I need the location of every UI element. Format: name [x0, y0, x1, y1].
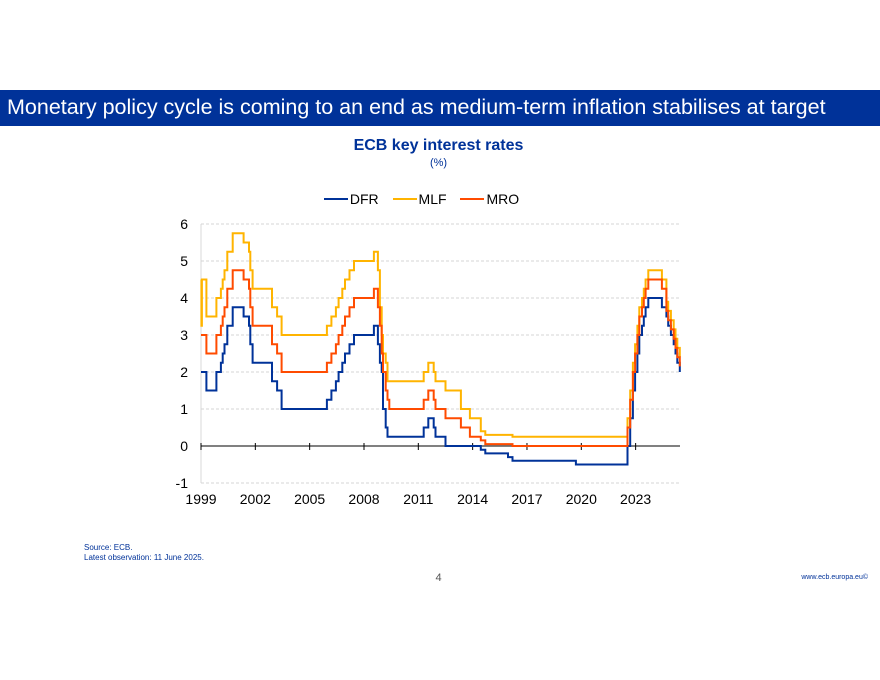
x-tick-label: 2020 — [566, 491, 597, 507]
x-tick-label: 1999 — [185, 491, 216, 507]
legend-label-dfr: DFR — [349, 191, 379, 207]
y-tick-label: 4 — [180, 290, 188, 306]
legend-item-dfr: DFR — [323, 191, 379, 207]
chart-subtitle: (%) — [429, 157, 448, 169]
legend-label-mlf: MLF — [418, 191, 447, 207]
y-tick-label: 6 — [180, 216, 188, 232]
y-tick-label: 5 — [180, 253, 188, 269]
website-link[interactable]: www.ecb.europa.eu© — [801, 574, 868, 581]
legend-swatch-mro — [460, 198, 485, 201]
y-tick-label: 3 — [180, 327, 188, 343]
slide-headline: Monetary policy cycle is coming to an en… — [0, 90, 880, 126]
latest-observation-text: Latest observation: 11 June 2025. — [84, 553, 204, 562]
series-line-dfr — [201, 297, 681, 466]
x-tick-label: 2023 — [620, 491, 651, 507]
y-tick-label: -1 — [176, 475, 189, 491]
y-tick-label: 2 — [180, 364, 188, 380]
legend-item-mro: MRO — [460, 191, 519, 207]
y-tick-label: 1 — [180, 401, 188, 417]
x-tick-label: 2008 — [348, 491, 379, 507]
x-tick-label: 2014 — [457, 491, 488, 507]
legend-swatch-mlf — [392, 198, 417, 201]
x-tick-label: 2002 — [240, 491, 271, 507]
page-number: 4 — [435, 572, 442, 584]
chart-title: ECB key interest rates — [353, 137, 524, 154]
source-note: Source: ECB. Latest observation: 11 June… — [84, 543, 204, 563]
legend-item-mlf: MLF — [392, 191, 447, 207]
source-text: Source: ECB. — [84, 543, 133, 552]
x-tick-label: 2011 — [403, 491, 433, 507]
series-line-mro — [201, 269, 681, 447]
series-line-mlf — [200, 232, 681, 438]
legend-swatch-dfr — [323, 198, 348, 201]
legend-label-mro: MRO — [486, 191, 520, 207]
x-tick-label: 2017 — [511, 491, 542, 507]
y-tick-label: 0 — [180, 438, 188, 454]
chart-legend: DFR MLF MRO — [0, 191, 843, 207]
x-tick-label: 2005 — [294, 491, 325, 507]
